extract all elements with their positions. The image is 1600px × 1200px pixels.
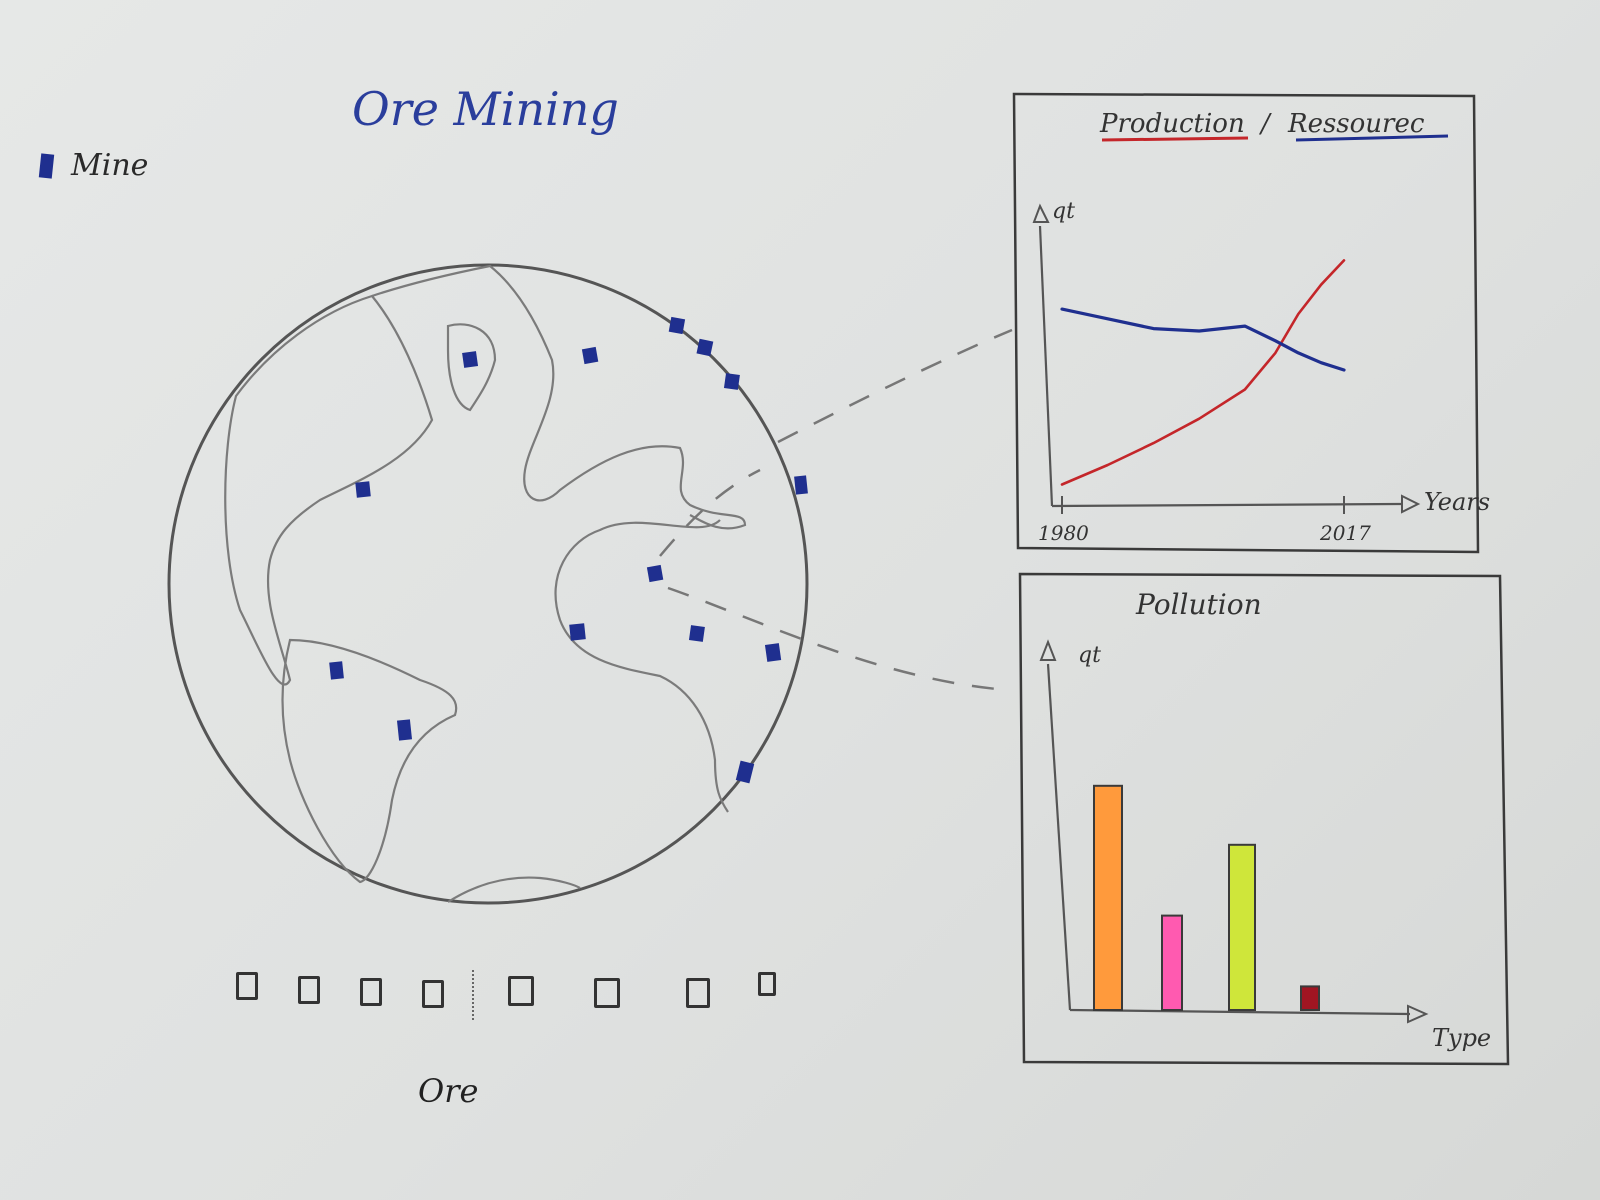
globe bbox=[167, 263, 809, 905]
line-chart-x-label: Years bbox=[1424, 488, 1490, 516]
continent-outlines bbox=[224, 264, 747, 903]
mine-marker[interactable] bbox=[794, 475, 808, 495]
mine-marker[interactable] bbox=[355, 481, 371, 498]
mine-legend-label: Mine bbox=[71, 148, 149, 183]
line-chart-title-production: Production bbox=[1099, 109, 1245, 139]
ore-option-8[interactable] bbox=[758, 972, 776, 996]
ore-label: Ore bbox=[418, 1072, 479, 1110]
connector-line-inner bbox=[659, 468, 761, 557]
line-chart-tick-label: 1980 bbox=[1038, 521, 1089, 545]
line-series-production bbox=[1060, 259, 1346, 486]
svg-text:Production / Resso: Production / Ressourec bbox=[1099, 109, 1425, 139]
mine-marker[interactable] bbox=[396, 719, 413, 741]
globe-outline bbox=[167, 263, 809, 905]
bar-chart-y-arrow bbox=[1039, 639, 1057, 661]
line-chart-tick-label: 2017 bbox=[1319, 521, 1371, 545]
line-chart-y-label: qt bbox=[1052, 199, 1075, 224]
map-legend: Mine bbox=[38, 148, 149, 183]
bar-4[interactable] bbox=[1300, 985, 1320, 1012]
mine-marker[interactable] bbox=[735, 760, 755, 784]
bar-chart-x-axis bbox=[1069, 1008, 1411, 1016]
line-chart-x-arrow bbox=[1401, 494, 1421, 514]
line-chart-panel: Production / Ressourec qt Years 1980 2017 bbox=[1012, 92, 1490, 554]
mine-marker[interactable] bbox=[688, 625, 705, 642]
bar-chart-x-label: Type bbox=[1432, 1024, 1491, 1052]
bar-1[interactable] bbox=[1093, 784, 1123, 1011]
ore-option-1[interactable] bbox=[236, 972, 258, 1000]
bar-chart-y-axis bbox=[1046, 663, 1072, 1011]
bar-3[interactable] bbox=[1228, 843, 1256, 1011]
mine-marker[interactable] bbox=[646, 564, 664, 583]
line-chart-ticks: 1980 2017 bbox=[1038, 496, 1371, 545]
mine-marker[interactable] bbox=[764, 643, 782, 662]
ore-option-5[interactable] bbox=[508, 976, 534, 1006]
ore-selector bbox=[236, 966, 796, 1020]
bar-chart-title: Pollution bbox=[1135, 588, 1262, 621]
connector-line-bottom bbox=[667, 586, 1009, 692]
ore-option-7[interactable] bbox=[686, 978, 710, 1008]
ressourec-underline bbox=[1295, 134, 1449, 142]
mine-marker[interactable] bbox=[696, 338, 714, 357]
bar-chart-bars bbox=[1093, 784, 1320, 1012]
mine-markers bbox=[329, 316, 808, 784]
bar-2[interactable] bbox=[1161, 914, 1183, 1011]
mine-marker[interactable] bbox=[723, 373, 740, 390]
mine-marker[interactable] bbox=[668, 316, 686, 335]
bar-chart-panel: Pollution qt Type bbox=[1018, 572, 1510, 1066]
ore-option-3[interactable] bbox=[360, 978, 382, 1006]
mine-marker[interactable] bbox=[581, 346, 599, 365]
ore-divider bbox=[472, 970, 474, 1020]
page-title: Ore Mining bbox=[352, 82, 619, 136]
line-chart-y-arrow bbox=[1032, 203, 1050, 223]
mine-marker[interactable] bbox=[462, 351, 479, 368]
bar-chart-x-arrow bbox=[1407, 1004, 1429, 1024]
mine-marker[interactable] bbox=[569, 623, 586, 641]
line-chart-y-axis bbox=[1038, 225, 1054, 507]
ore-option-2[interactable] bbox=[298, 976, 320, 1004]
connector-line-top bbox=[777, 328, 1013, 444]
connector-lines bbox=[659, 328, 1013, 692]
line-chart-title-ressourec: Ressourec bbox=[1287, 109, 1425, 139]
line-chart-title-separator: / bbox=[1258, 109, 1272, 139]
line-chart-series bbox=[1060, 259, 1346, 486]
line-chart-x-axis bbox=[1051, 502, 1403, 508]
bar-panel-frame bbox=[1018, 572, 1510, 1066]
ore-option-6[interactable] bbox=[594, 978, 620, 1008]
line-series-ressourec bbox=[1060, 307, 1346, 372]
line-panel-frame bbox=[1012, 92, 1480, 554]
bar-chart-y-label: qt bbox=[1078, 643, 1101, 668]
production-underline bbox=[1101, 136, 1249, 142]
mine-marker[interactable] bbox=[329, 661, 344, 680]
ore-option-4[interactable] bbox=[422, 980, 444, 1008]
